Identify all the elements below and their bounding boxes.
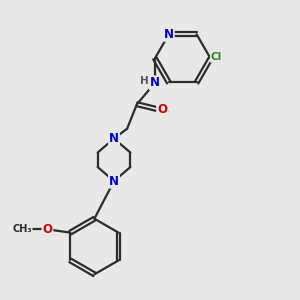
Text: H: H	[140, 76, 149, 86]
Text: N: N	[150, 76, 160, 89]
Text: Cl: Cl	[211, 52, 222, 62]
Text: O: O	[42, 223, 52, 236]
Text: N: N	[164, 28, 174, 41]
Text: CH₃: CH₃	[12, 224, 32, 234]
Text: N: N	[109, 132, 119, 145]
Text: N: N	[109, 175, 119, 188]
Text: O: O	[157, 103, 167, 116]
